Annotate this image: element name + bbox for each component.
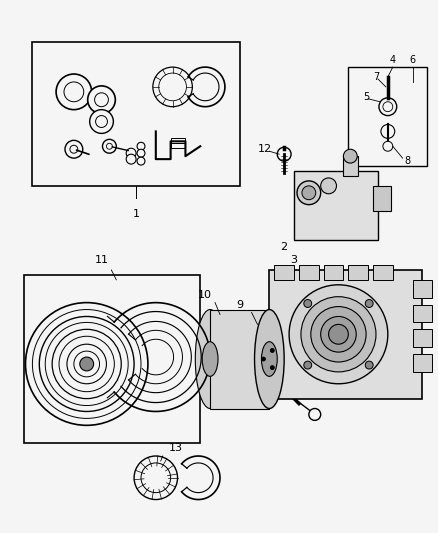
Circle shape (137, 142, 145, 150)
Bar (274, 265, 294, 280)
Circle shape (90, 110, 113, 133)
Circle shape (328, 325, 348, 344)
Circle shape (261, 357, 265, 361)
Bar (348, 265, 368, 280)
Bar (32, 42, 240, 186)
Circle shape (56, 74, 92, 110)
Circle shape (126, 148, 136, 158)
Circle shape (309, 408, 321, 421)
Bar (413, 280, 432, 297)
Circle shape (52, 329, 121, 399)
Text: 4: 4 (390, 55, 396, 65)
Text: 1: 1 (133, 208, 140, 219)
Bar (373, 265, 393, 280)
Circle shape (137, 157, 145, 165)
Bar (413, 304, 432, 322)
Bar (413, 354, 432, 372)
Circle shape (64, 82, 84, 102)
Circle shape (95, 116, 107, 127)
Text: 3: 3 (290, 255, 297, 265)
Bar (294, 171, 378, 240)
Circle shape (137, 149, 145, 157)
Text: 6: 6 (410, 55, 416, 65)
Circle shape (365, 300, 373, 308)
Bar (171, 139, 185, 143)
Circle shape (65, 140, 83, 158)
Circle shape (321, 317, 356, 352)
Circle shape (311, 306, 366, 362)
Text: 7: 7 (373, 72, 379, 82)
Text: 2: 2 (281, 243, 288, 252)
Circle shape (159, 73, 187, 101)
Circle shape (59, 336, 114, 392)
Ellipse shape (195, 310, 225, 408)
Circle shape (39, 317, 134, 411)
Circle shape (302, 186, 316, 200)
Text: 9: 9 (236, 300, 243, 310)
Bar (343, 156, 358, 176)
Circle shape (25, 303, 148, 425)
Circle shape (365, 361, 373, 369)
Bar (25, 275, 200, 443)
Circle shape (32, 310, 141, 418)
Circle shape (381, 125, 395, 139)
Circle shape (153, 67, 192, 107)
Circle shape (134, 456, 177, 499)
Text: 13: 13 (169, 443, 183, 453)
Circle shape (95, 93, 109, 107)
Bar (348, 67, 427, 166)
Bar (171, 143, 185, 148)
Circle shape (126, 154, 136, 164)
Circle shape (141, 463, 171, 492)
Circle shape (289, 285, 388, 384)
Bar (299, 265, 319, 280)
Bar (269, 270, 422, 399)
Circle shape (88, 86, 115, 114)
Circle shape (74, 351, 99, 377)
Circle shape (304, 300, 312, 308)
Circle shape (270, 366, 274, 369)
Bar (210, 310, 269, 408)
Text: 11: 11 (95, 255, 109, 265)
Text: 8: 8 (405, 156, 411, 166)
Circle shape (301, 297, 376, 372)
Text: 12: 12 (258, 144, 272, 154)
Ellipse shape (254, 310, 284, 408)
Ellipse shape (261, 342, 277, 376)
Bar (324, 265, 343, 280)
Circle shape (379, 98, 397, 116)
Text: 10: 10 (198, 289, 212, 300)
Text: 5: 5 (363, 92, 369, 102)
Ellipse shape (202, 342, 218, 376)
Circle shape (80, 357, 94, 371)
Circle shape (270, 349, 274, 352)
Circle shape (45, 322, 128, 406)
Circle shape (102, 139, 117, 153)
Circle shape (67, 344, 106, 384)
Circle shape (304, 361, 312, 369)
Bar (413, 329, 432, 347)
Circle shape (297, 181, 321, 205)
Circle shape (343, 149, 357, 163)
Circle shape (277, 147, 291, 161)
Circle shape (321, 178, 336, 194)
Circle shape (383, 141, 393, 151)
Bar (373, 186, 391, 211)
